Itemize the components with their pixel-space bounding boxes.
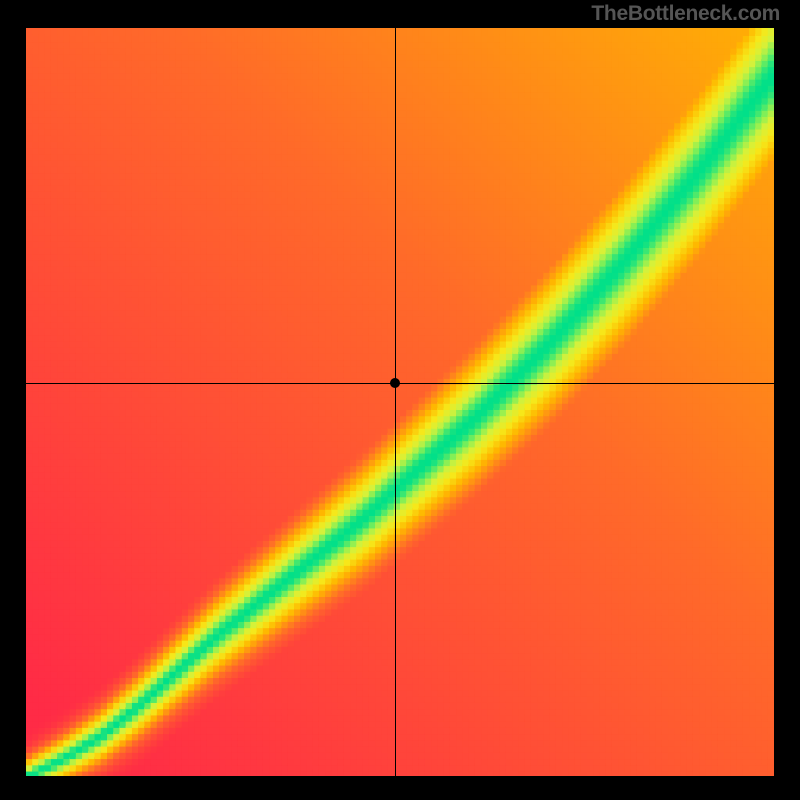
watermark-label: TheBottleneck.com	[591, 2, 780, 26]
crosshair-marker	[390, 378, 400, 388]
crosshair-vertical	[395, 28, 396, 776]
crosshair-horizontal	[26, 383, 774, 384]
heatmap-canvas	[26, 28, 774, 776]
chart-container: TheBottleneck.com	[0, 0, 800, 800]
